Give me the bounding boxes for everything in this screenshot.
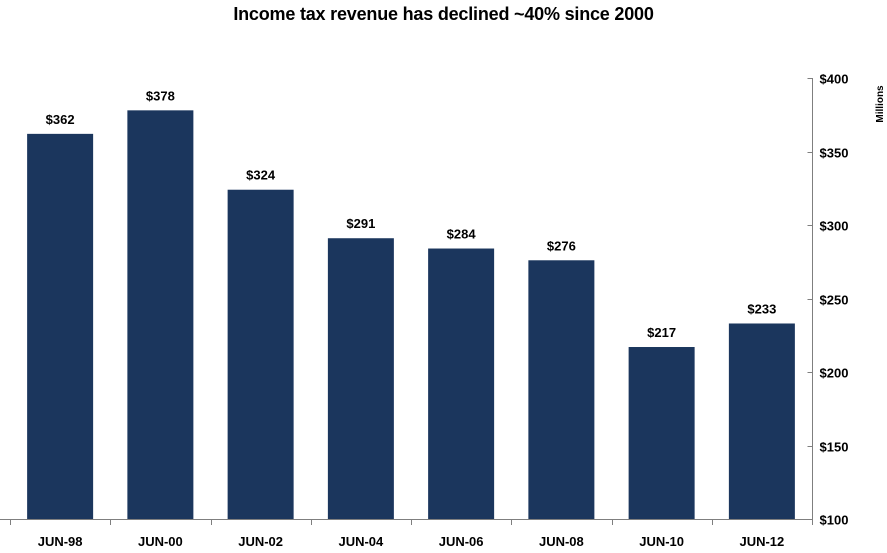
data-label-jun-06: $284 — [447, 227, 477, 242]
bar-jun-08 — [528, 260, 595, 519]
bar-jun-06 — [428, 248, 495, 519]
x-tick-label-jun-02: JUN-02 — [238, 534, 283, 549]
y-tick-label-250: $250 — [820, 293, 849, 308]
data-label-jun-12: $233 — [747, 301, 776, 316]
data-label-jun-98: $362 — [46, 112, 75, 127]
data-labels-group: $362 $378 $324 $291 $284 $276 $217 $233 — [46, 88, 777, 340]
bar-jun-12 — [728, 323, 795, 519]
x-tick-label-jun-00: JUN-00 — [138, 534, 183, 549]
bar-jun-98 — [27, 133, 94, 520]
bar-jun-02 — [227, 189, 294, 519]
x-tick-label-jun-06: JUN-06 — [439, 534, 484, 549]
y-tick-label-100: $100 — [820, 513, 849, 528]
chart-title: Income tax revenue has declined ~40% sin… — [233, 4, 654, 24]
y-tick-label-400: $400 — [820, 72, 849, 87]
bar-jun-10 — [628, 347, 695, 519]
bars-group — [27, 110, 795, 520]
bar-jun-04 — [327, 238, 394, 520]
x-tick-label-jun-04: JUN-04 — [338, 534, 384, 549]
y-axis: $100 $150 $200 $250 $300 $350 $400 Millions — [807, 72, 886, 528]
y-tick-label-150: $150 — [820, 440, 849, 455]
bar-jun-00 — [127, 110, 194, 519]
data-label-jun-02: $324 — [246, 168, 276, 183]
data-label-jun-04: $291 — [346, 216, 375, 231]
data-label-jun-10: $217 — [647, 325, 676, 340]
y-unit-label: Millions — [875, 85, 886, 123]
y-tick-label-200: $200 — [820, 366, 849, 381]
x-tick-label-jun-12: JUN-12 — [739, 534, 784, 549]
x-tick-label-jun-98: JUN-98 — [38, 534, 83, 549]
y-tick-label-350: $350 — [820, 146, 849, 161]
data-label-jun-08: $276 — [547, 238, 576, 253]
data-label-jun-00: $378 — [146, 88, 175, 103]
x-tick-label-jun-08: JUN-08 — [539, 534, 584, 549]
x-axis: JUN-98 JUN-00 JUN-02 JUN-04 JUN-06 JUN-08 JUN-… — [0, 519, 813, 549]
x-tick-label-jun-10: JUN-10 — [639, 534, 684, 549]
y-tick-label-300: $300 — [820, 219, 849, 234]
